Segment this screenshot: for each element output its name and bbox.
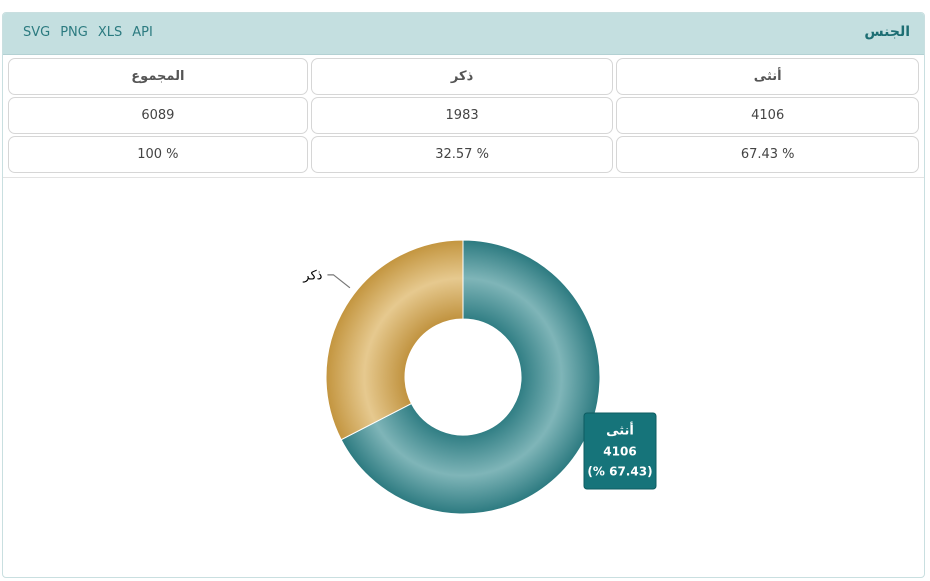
tooltip-title: أنثى — [606, 422, 634, 439]
tooltip-box — [583, 412, 657, 490]
table-cell: % 100 — [8, 136, 308, 173]
card-header: الجنس SVG PNG XLS API — [3, 13, 924, 55]
header-cell: ذكر — [310, 58, 614, 95]
table-row: % 67.43% 32.57% 100 — [8, 136, 919, 173]
table-cell: 1983 — [310, 97, 614, 134]
label-connector — [327, 274, 351, 289]
tooltip-value: 4106 — [603, 445, 636, 459]
table-row: أنثى ذكر المجموع — [8, 58, 919, 95]
card-title: الجنس — [864, 24, 910, 40]
table-row: 4106 1983 6089 — [8, 97, 919, 134]
export-link[interactable]: PNG — [60, 25, 88, 40]
export-link[interactable]: XLS — [97, 25, 123, 40]
export-link[interactable]: SVG — [23, 25, 51, 40]
donut-slice — [340, 239, 601, 515]
table-cell: 4106 — [616, 97, 919, 134]
table-cell: 6089 — [8, 97, 308, 134]
table-cell: % 32.57 — [310, 136, 614, 173]
header-cell: أنثى — [616, 58, 919, 95]
tooltip: أنثى 4106 (% 67.43) — [583, 412, 657, 490]
donut-slice — [325, 239, 464, 441]
summary-table: أنثى ذكر المجموع 4106 1983 6089% 67.43% 32.57… — [5, 56, 922, 175]
export-link[interactable]: API — [132, 25, 153, 40]
separator — [3, 177, 924, 178]
export-links: SVG PNG XLS API — [23, 25, 163, 40]
card: الجنس SVG PNG XLS API أنثى ذكر المجموع 4106 198… — [2, 12, 925, 578]
table-cell: % 67.43 — [616, 136, 919, 173]
data-label: ذكر — [302, 268, 322, 283]
header-cell: المجموع — [8, 58, 308, 95]
tooltip-percent: (% 67.43) — [587, 465, 652, 479]
